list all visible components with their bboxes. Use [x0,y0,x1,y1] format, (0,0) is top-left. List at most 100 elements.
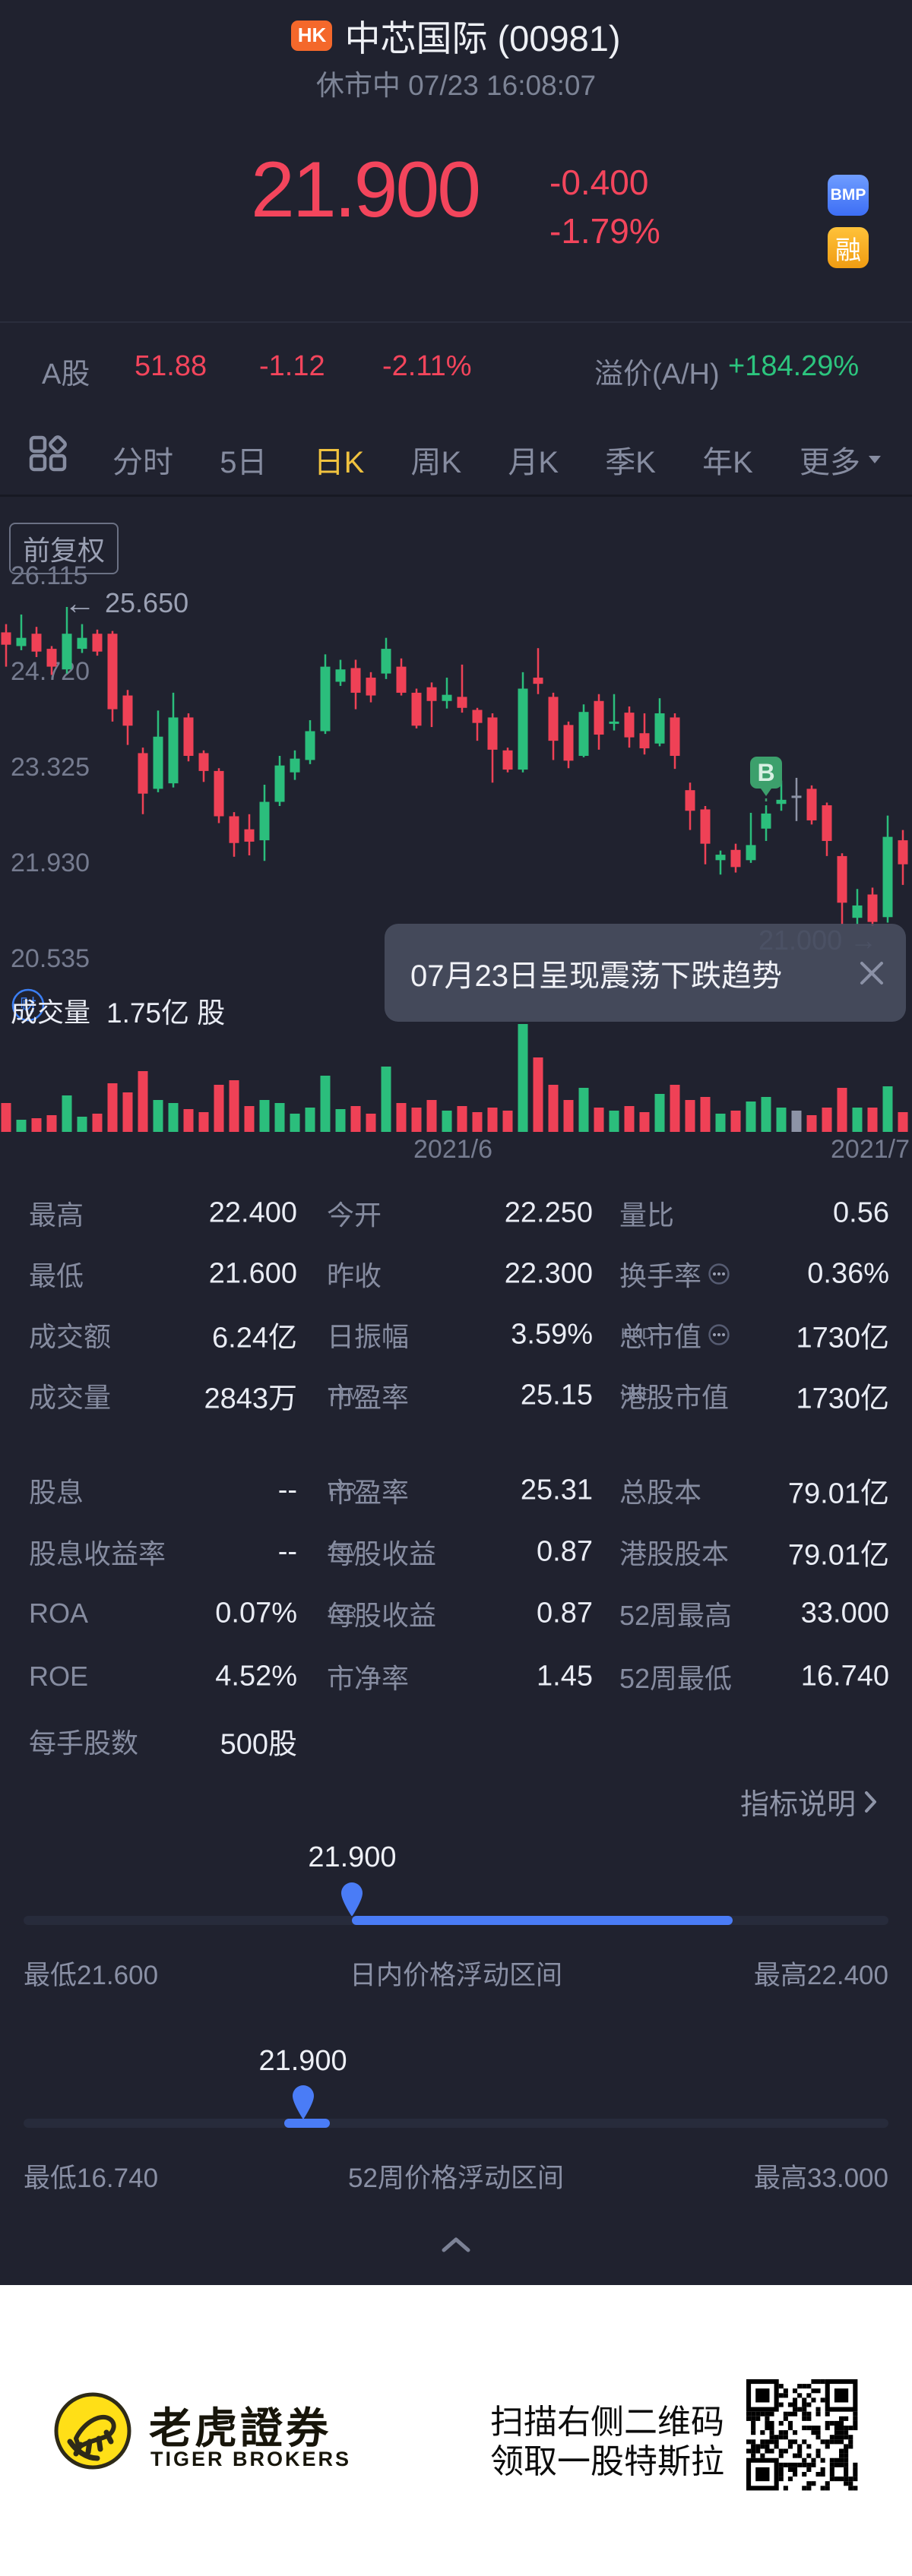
svg-text:B: B [757,759,774,786]
chart-layout-grid-icon[interactable] [28,435,69,473]
collapse-chevron-up-icon[interactable] [439,2235,473,2255]
volume-value: 1.75亿 股 [106,997,226,1029]
stat-label: 成交量 [29,1382,112,1413]
tiger-brokers-logo-icon [54,2392,131,2470]
stat-label: ROA [29,1598,89,1629]
stat-label: 今开 [327,1199,382,1231]
indicator-help-label: 指标说明 [739,1789,856,1821]
stat-value: 33.000 [800,1597,889,1629]
stat-value: 25.15 [520,1379,593,1411]
promo-line-1: 扫描右侧二维码 [490,2404,724,2441]
info-ellipsis-icon[interactable] [708,1323,730,1346]
trend-popup: 07月23日呈现震荡下跌趋势 [385,924,906,1022]
tab-年K[interactable]: 年K [702,446,753,479]
stats-row: ROE 4.52% 市净率 1.45 52周最低 16.740 [0,1646,912,1707]
svg-text:20.535: 20.535 [11,944,90,973]
adjust-mode-badge[interactable]: 前复权 [9,523,119,574]
stat-value: 500股 [220,1728,297,1761]
promo-line-2: 领取一股特斯拉 [490,2443,724,2480]
current-price: 21.900 [251,146,481,234]
slider-captions: 最低16.740 52周价格浮动区间 最高33.000 [24,2157,888,2195]
stat-value: 0.07% [215,1597,297,1629]
close-icon[interactable] [857,959,886,988]
stat-label: 最低 [29,1260,84,1291]
svg-text:2021/7: 2021/7 [831,1135,910,1164]
stat-value: 1730亿 [796,1322,889,1354]
slider-track [24,2119,888,2128]
range-title: 52周价格浮动区间 [348,2164,564,2193]
stat-value: -- [277,1535,297,1568]
slider-captions: 最低21.600 日内价格浮动区间 最高22.400 [24,1954,888,1993]
stats-row: 成交量 2843万 市盈率 TTM 25.15 港股市值 HKD 1730亿 [0,1365,912,1426]
stat-value: 22.400 [208,1196,297,1229]
tab-5日[interactable]: 5日 [220,446,268,479]
tab-分时[interactable]: 分时 [112,446,173,479]
svg-text:财: 财 [20,996,36,1015]
stat-value: 1.45 [537,1660,593,1693]
slider-current-price: 21.900 [258,2045,347,2077]
stat-label: 52周最高 [619,1600,733,1631]
range-title: 日内价格浮动区间 [349,1961,562,1990]
stat-value: 25.31 [520,1474,593,1506]
stat-label: 每股收益 LYR [327,1600,437,1631]
candlestick-chart[interactable]: 26.11524.72023.32521.93020.535←25.65021.… [0,501,912,1170]
a-share-row[interactable]: A股 51.88 -1.12 -2.11% 溢价(A/H) +184.29% [0,321,912,422]
stat-label: 每股收益 TTM [327,1538,437,1569]
buy-marker[interactable]: B [750,757,782,804]
slider-current-price: 21.900 [308,1841,397,1873]
stat-label: 市盈率 LYR [327,1477,410,1508]
chevron-down-icon [869,456,881,463]
margin-rong-badge[interactable]: 融 [828,227,869,268]
stat-value: 0.36% [807,1257,889,1290]
stat-value: 3.59% [511,1318,593,1351]
stat-label: 市净率 [327,1663,410,1694]
info-ellipsis-icon[interactable] [708,1263,730,1285]
stat-value: 16.740 [800,1660,889,1693]
slider-fill [352,1916,733,1925]
slider-track [24,1916,888,1925]
tab-季K[interactable]: 季K [605,446,656,479]
svg-text:←: ← [64,585,96,621]
slider-pin-icon [292,2085,314,2119]
stat-label: 市盈率 TTM [327,1382,410,1413]
stat-value: 0.87 [537,1597,593,1629]
tabbar-divider [0,495,912,497]
stat-value: -- [277,1474,297,1506]
premium-label: 溢价(A/H) [594,359,720,390]
stats-row: 股息收益率 -- 每股收益 TTM 0.87 港股股本 79.01亿 [0,1522,912,1582]
tab-日K[interactable]: 日K [313,446,365,479]
stat-label: 日振幅 [327,1321,410,1352]
stat-label: 成交额 [29,1321,112,1352]
tab-月K[interactable]: 月K [508,446,559,479]
slider-pin-icon [341,1882,363,1917]
stat-value: 0.87 [537,1535,593,1568]
indicator-help-link[interactable]: 指标说明 [740,1781,879,1822]
footer-banner[interactable]: 老虎證券 TIGER BROKERS 扫描右侧二维码 领取一股特斯拉 [0,2285,912,2576]
slider-fill [283,2119,330,2128]
stat-value: 79.01亿 [787,1539,889,1572]
stat-value: 4.52% [215,1660,297,1693]
page-title: 中芯国际 (00981) [344,18,621,58]
range-min-label: 最低21.600 [24,1961,159,1990]
stat-value: 6.24亿 [212,1322,297,1354]
stat-label: 52周最低 [619,1663,733,1694]
a-share-price: 51.88 [135,350,207,382]
stat-value: 2843万 [204,1383,297,1415]
stat-label: 总股本 [619,1477,702,1508]
a-share-label: A股 [42,359,90,390]
range-max-label: 最高33.000 [753,2164,888,2193]
market-status-line: 休市中 07/23 16:08:07 [315,70,597,101]
range-max-label: 最高22.400 [753,1961,888,1990]
stat-label: 总市值 HKD [619,1315,730,1354]
stats-row: 每手股数 500股 [0,1711,912,1772]
tab-更多[interactable]: 更多 [800,438,882,482]
bmp-badge[interactable]: BMP [828,175,869,216]
stat-label: 量比 [619,1199,675,1231]
finance-report-icon[interactable]: 财 [11,988,46,1022]
a-share-change-pct: -2.11% [382,350,472,382]
tab-周K[interactable]: 周K [410,446,462,479]
trend-popup-text: 07月23日呈现震荡下跌趋势 [410,959,782,993]
brand-name-cn: 老虎證券 [149,2404,331,2452]
chevron-right-icon [865,1791,876,1813]
